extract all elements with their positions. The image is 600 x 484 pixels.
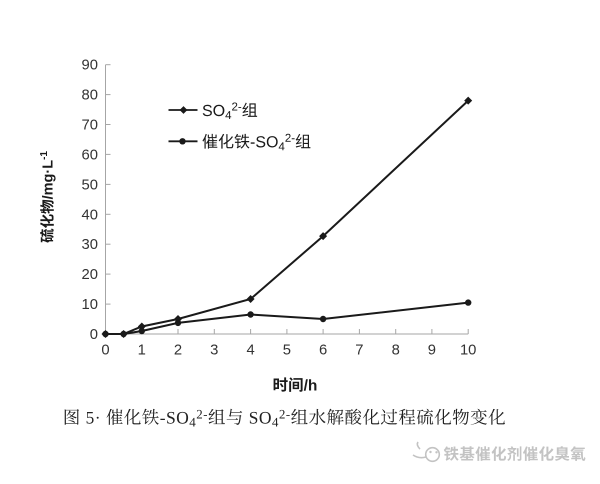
svg-text:8: 8	[392, 343, 400, 359]
svg-text:20: 20	[82, 267, 98, 283]
svg-text:2: 2	[174, 343, 182, 359]
svg-text:0: 0	[101, 343, 109, 359]
svg-text:5: 5	[283, 343, 291, 359]
svg-text:4: 4	[246, 343, 254, 359]
svg-text:3: 3	[210, 343, 218, 359]
svg-text:30: 30	[82, 237, 98, 253]
svg-text:50: 50	[82, 177, 98, 193]
svg-text:10: 10	[82, 297, 98, 313]
svg-text:0: 0	[90, 327, 98, 343]
svg-text:6: 6	[319, 343, 327, 359]
svg-text:10: 10	[460, 343, 476, 359]
svg-text:80: 80	[82, 88, 98, 104]
svg-text:60: 60	[82, 147, 98, 163]
svg-text:1: 1	[138, 343, 146, 359]
svg-text:90: 90	[82, 58, 98, 74]
svg-text:40: 40	[82, 207, 98, 223]
svg-text:9: 9	[428, 343, 436, 359]
svg-text:70: 70	[82, 118, 98, 134]
svg-text:7: 7	[355, 343, 363, 359]
